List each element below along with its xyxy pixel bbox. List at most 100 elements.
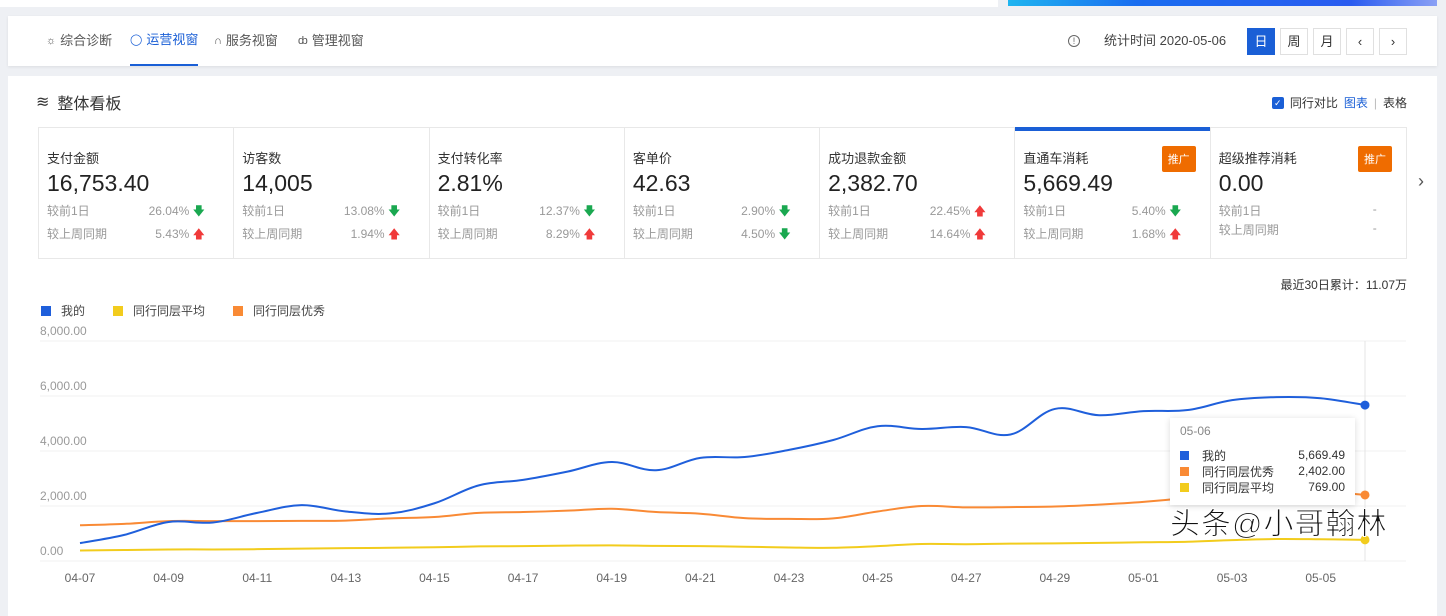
legend-item-avg[interactable]: 同行同层平均 bbox=[113, 302, 205, 319]
kpi-compare-label: 较上周同期 bbox=[242, 227, 303, 241]
chevron-right-icon[interactable]: › bbox=[1418, 171, 1424, 191]
kpi-compare-label: 较上周同期 bbox=[632, 227, 693, 241]
data-point bbox=[1360, 490, 1370, 500]
arrow-up-icon: 🡅 bbox=[973, 204, 987, 218]
x-tick-label: 05-05 bbox=[1305, 571, 1336, 585]
kpi-compare-label: 较上周同期 bbox=[1218, 223, 1279, 237]
kpi-compare-value: 5.40% bbox=[1131, 204, 1166, 218]
x-tick-label: 04-27 bbox=[951, 571, 982, 585]
y-tick-label: 0.00 bbox=[40, 544, 64, 558]
arrow-down-icon: 🡇 bbox=[778, 204, 791, 218]
kpi-value: 2,382.70 bbox=[828, 170, 918, 196]
kpi-compare-value: 5.43% bbox=[155, 227, 190, 241]
promo-badge[interactable]: 推广 bbox=[1357, 146, 1392, 172]
tooltip-label: 同行同层优秀 bbox=[1202, 464, 1275, 479]
kpi-card[interactable]: 成功退款金额 2,382.70 较前1日 22.45% 🡅 较上周同期 14.64%… bbox=[820, 128, 1016, 258]
x-tick-label: 04-15 bbox=[419, 571, 450, 585]
headset-icon: ∩ bbox=[214, 35, 222, 47]
chart-tooltip: 05-06 我的 5,669.49 同行同层优秀 2,402.00 同行同层平均 76… bbox=[1170, 418, 1355, 505]
x-tick-label: 04-07 bbox=[65, 571, 96, 585]
kpi-compare-value: 1.94% bbox=[350, 227, 385, 241]
x-tick-label: 04-17 bbox=[508, 571, 539, 585]
y-tick-label: 4,000.00 bbox=[40, 434, 87, 448]
x-tick-label: 05-01 bbox=[1128, 571, 1159, 585]
tooltip-date: 05-06 bbox=[1180, 424, 1211, 438]
tooltip-label: 我的 bbox=[1202, 448, 1227, 463]
series-line bbox=[79, 537, 1366, 552]
arrow-down-icon: 🡇 bbox=[192, 204, 205, 218]
kpi-compare-value: 13.08% bbox=[343, 204, 385, 218]
kpi-compare-label: 较前1日 bbox=[47, 204, 90, 218]
kpi-card[interactable]: 直通车消耗 5,669.49 较前1日 5.40% 🡇 较上周同期 1.68% 🡅 … bbox=[1015, 127, 1211, 258]
banner-strip bbox=[1008, 0, 1437, 6]
kpi-card[interactable]: 支付转化率 2.81% 较前1日 12.37% 🡇 较上周同期 8.29% 🡅 bbox=[430, 128, 625, 258]
view-chart-link[interactable]: 图表 bbox=[1343, 96, 1368, 110]
kpi-value: 2.81% bbox=[437, 170, 503, 196]
kpi-compare-label: 较前1日 bbox=[242, 204, 285, 218]
kpi-name: 超级推荐消耗 bbox=[1218, 151, 1297, 166]
kpi-value: 42.63 bbox=[632, 170, 691, 196]
x-tick-label: 04-23 bbox=[774, 571, 805, 585]
period-month-button[interactable]: 月 bbox=[1313, 28, 1341, 55]
kpi-compare-value: 4.50% bbox=[741, 227, 776, 241]
y-tick-label: 8,000.00 bbox=[40, 324, 87, 338]
bulb-icon: ☼ bbox=[46, 35, 57, 47]
period-day-button[interactable]: 日 bbox=[1247, 28, 1275, 55]
kpi-name: 支付金额 bbox=[47, 151, 100, 166]
kpi-compare-label: 较上周同期 bbox=[1023, 227, 1084, 241]
x-tick-label: 04-29 bbox=[1039, 571, 1070, 585]
tab-operations[interactable]: ◯ 运营视窗 bbox=[130, 16, 199, 66]
kpi-compare-label: 较前1日 bbox=[1218, 204, 1262, 218]
arrow-down-icon: 🡇 bbox=[387, 204, 401, 218]
tooltip-value: 5,669.49 bbox=[1298, 448, 1345, 462]
tooltip-value: 2,402.00 bbox=[1298, 464, 1345, 478]
promo-badge[interactable]: 推广 bbox=[1161, 146, 1196, 172]
next-date-button[interactable]: › bbox=[1379, 28, 1407, 55]
arrow-down-icon: 🡇 bbox=[778, 227, 791, 241]
kpi-card[interactable]: 超级推荐消耗 0.00 较前1日 - 较上周同期 - 推广 bbox=[1211, 128, 1406, 258]
y-tick-label: 2,000.00 bbox=[40, 489, 87, 503]
view-nav: ☼ 综合诊断 ◯ 运营视窗 ∩ 服务视窗 ȸ 管理视窗 ! 统计时间 2020-05-0… bbox=[8, 16, 1437, 66]
view-table-link[interactable]: 表格 bbox=[1382, 96, 1407, 110]
top-bar bbox=[0, 0, 998, 7]
overview-panel: ≋ 整体看板 ✓ 同行对比 图表 | 表格 支付金额 16,753.40 较前1日… bbox=[8, 76, 1437, 616]
x-tick-label: 04-21 bbox=[685, 571, 716, 585]
kpi-name: 支付转化率 bbox=[437, 151, 503, 166]
kpi-compare-label: 较上周同期 bbox=[437, 227, 498, 241]
kpi-name: 成功退款金额 bbox=[828, 151, 907, 166]
stat-time: 统计时间 2020-05-06 bbox=[1104, 33, 1227, 48]
kpi-row: 支付金额 16,753.40 较前1日 26.04% 🡇 较上周同期 5.43% 🡅… bbox=[38, 127, 1407, 259]
info-icon[interactable]: ! bbox=[1068, 35, 1080, 47]
kpi-compare-value: 26.04% bbox=[148, 204, 190, 218]
x-tick-label: 04-25 bbox=[862, 571, 893, 585]
kpi-card[interactable]: 客单价 42.63 较前1日 2.90% 🡇 较上周同期 4.50% 🡇 bbox=[625, 128, 821, 258]
kpi-compare-label: 较前1日 bbox=[632, 204, 676, 218]
x-tick-label: 04-09 bbox=[153, 571, 184, 585]
kpi-card[interactable]: 访客数 14,005 较前1日 13.08% 🡇 较上周同期 1.94% 🡅 bbox=[234, 128, 430, 258]
kpi-card[interactable]: 支付金额 16,753.40 较前1日 26.04% 🡇 较上周同期 5.43% 🡅 bbox=[39, 128, 235, 258]
x-tick-label: 05-03 bbox=[1217, 571, 1248, 585]
chart-legend: 我的 同行同层平均 同行同层优秀 bbox=[41, 302, 325, 319]
kpi-value: 14,005 bbox=[242, 170, 313, 196]
watermark: 头条@小哥翰林 bbox=[1169, 508, 1388, 542]
legend-item-top[interactable]: 同行同层优秀 bbox=[233, 302, 325, 319]
compare-label: 同行对比 bbox=[1289, 96, 1338, 110]
period-week-button[interactable]: 周 bbox=[1280, 28, 1308, 55]
kpi-compare-label: 较前1日 bbox=[437, 204, 481, 218]
legend-item-mine[interactable]: 我的 bbox=[41, 302, 85, 319]
tooltip-label: 同行同层平均 bbox=[1202, 480, 1275, 495]
compare-checkbox[interactable]: ✓ bbox=[1271, 96, 1284, 109]
kpi-compare-value: 8.29% bbox=[545, 227, 580, 241]
prev-date-button[interactable]: ‹ bbox=[1346, 28, 1374, 55]
x-tick-label: 04-11 bbox=[242, 571, 272, 585]
kpi-name: 直通车消耗 bbox=[1023, 151, 1089, 166]
tab-management[interactable]: ȸ 管理视窗 bbox=[298, 16, 364, 66]
kpi-compare-label: 较前1日 bbox=[828, 204, 871, 218]
tab-diagnosis[interactable]: ☼ 综合诊断 bbox=[46, 16, 112, 66]
kpi-compare-label: 较上周同期 bbox=[47, 227, 108, 241]
kpi-compare-value: - bbox=[1372, 202, 1377, 216]
series-line bbox=[79, 487, 1366, 527]
arrow-up-icon: 🡅 bbox=[387, 227, 401, 241]
tab-service[interactable]: ∩ 服务视窗 bbox=[214, 16, 278, 66]
